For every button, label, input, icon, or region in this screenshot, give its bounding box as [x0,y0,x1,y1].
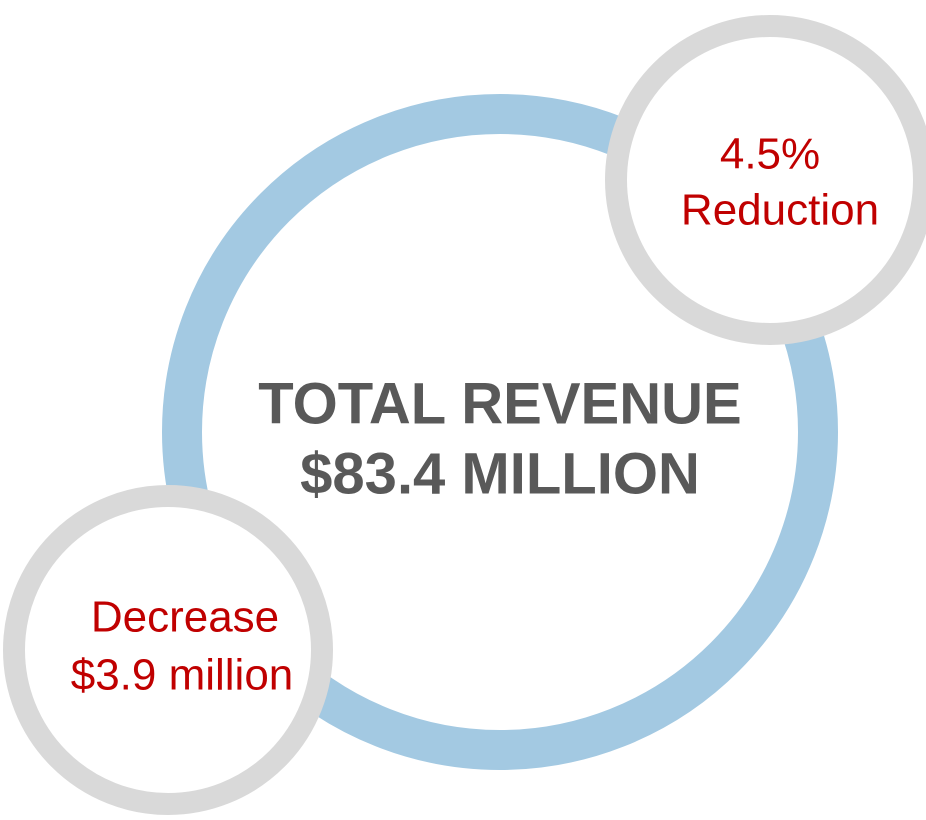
callout-line: Decrease [91,593,279,642]
callout-line: $3.9 million [71,651,294,700]
callout-line: Reduction [681,186,879,235]
callout-ring [605,15,926,345]
callout-line: 4.5% [720,130,820,179]
center-line: TOTAL REVENUE [258,371,741,436]
center-line: $83.4 MILLION [300,441,700,506]
callout-ring [3,485,333,815]
main-ring [162,94,838,770]
